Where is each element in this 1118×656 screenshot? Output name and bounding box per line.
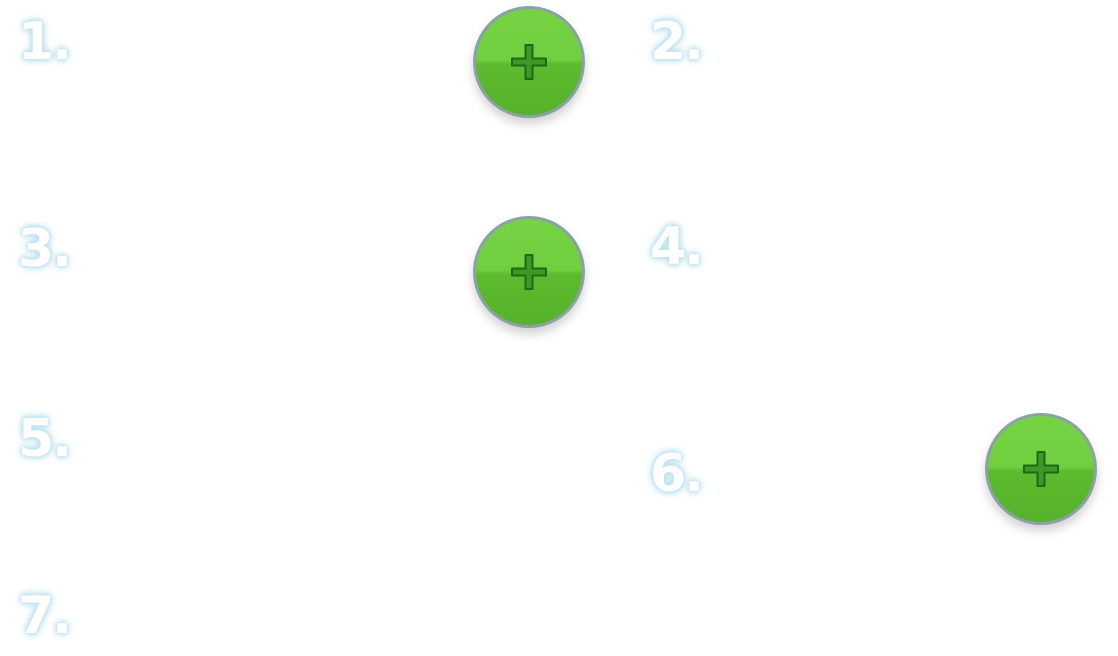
- step-number-4: 4.: [650, 217, 704, 277]
- step-number-3: 3.: [18, 219, 72, 279]
- plus-icon: [1023, 451, 1059, 487]
- plus-icon: [511, 254, 547, 290]
- add-button-2[interactable]: [473, 216, 585, 328]
- step-number-5: 5.: [18, 409, 72, 469]
- add-button-1[interactable]: [473, 6, 585, 118]
- add-button-3[interactable]: [985, 413, 1097, 525]
- step-number-7: 7.: [18, 586, 72, 646]
- plus-icon: [511, 44, 547, 80]
- step-number-1: 1.: [18, 12, 72, 72]
- step-number-6: 6.: [650, 444, 704, 504]
- step-number-2: 2.: [650, 12, 704, 72]
